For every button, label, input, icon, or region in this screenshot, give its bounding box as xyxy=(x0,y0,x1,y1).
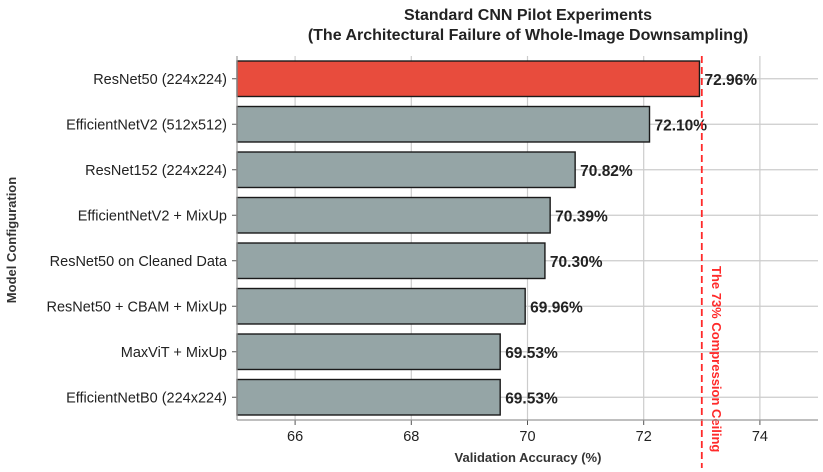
y-tick-label: ResNet50 + CBAM + MixUp xyxy=(46,299,227,315)
y-tick-label: ResNet152 (224x224) xyxy=(85,163,227,179)
y-tick-label: ResNet50 (224x224) xyxy=(93,72,227,88)
x-tick-label: 74 xyxy=(752,429,768,445)
chart-title: Standard CNN Pilot Experiments xyxy=(404,7,652,24)
bar-value-label: 69.53% xyxy=(505,390,558,407)
x-axis-label: Validation Accuracy (%) xyxy=(455,450,602,465)
axis-layer: 66 68 70 72 74 ResNet50 (224x224) EfficientNet… xyxy=(46,56,818,445)
bar xyxy=(236,196,551,234)
bar-value-label: 69.53% xyxy=(505,345,558,362)
x-tick-label: 68 xyxy=(403,429,419,445)
bar xyxy=(236,60,701,98)
x-tick-label: 70 xyxy=(519,429,535,445)
bar-value-label: 72.10% xyxy=(655,117,708,134)
bar-value-label: 70.30% xyxy=(550,254,603,271)
y-tick-label: MaxViT + MixUp xyxy=(121,345,227,361)
bar xyxy=(236,378,501,416)
reference-line-label: The 73% Compression Ceiling xyxy=(709,266,724,452)
y-axis-label: Model Configuration xyxy=(4,177,19,303)
bar-value-label: 70.82% xyxy=(580,163,633,180)
chart-subtitle: (The Architectural Failure of Whole-Imag… xyxy=(308,27,748,44)
x-tick-label: 66 xyxy=(287,429,303,445)
y-tick-label: EfficientNetB0 (224x224) xyxy=(66,390,227,406)
bar-value-label: 70.39% xyxy=(555,208,608,225)
bar-value-label: 69.96% xyxy=(530,299,583,316)
bar xyxy=(236,151,576,189)
bar xyxy=(236,242,546,280)
bar-value-label: 72.96% xyxy=(704,72,757,89)
y-tick-label: EfficientNetV2 + MixUp xyxy=(78,208,227,224)
reference-layer: The 73% Compression Ceiling xyxy=(700,56,724,468)
y-tick-label: ResNet50 on Cleaned Data xyxy=(50,254,228,270)
x-tick-label: 72 xyxy=(636,429,652,445)
bar xyxy=(236,333,501,371)
y-tick-label: EfficientNetV2 (512x512) xyxy=(66,117,227,133)
bar xyxy=(236,105,651,143)
bars-layer: 72.96% 72.10% 70.82% 70.39% 70.30% 69.96% 69.5… xyxy=(236,60,757,416)
bar xyxy=(236,287,526,325)
